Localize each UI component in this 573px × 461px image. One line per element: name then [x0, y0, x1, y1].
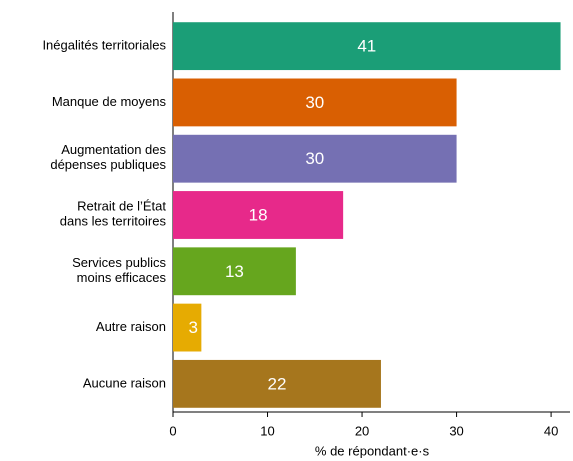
x-tick-label: 40	[544, 423, 558, 438]
y-tick-label: Inégalités territoriales	[42, 38, 166, 53]
y-tick-label: Autre raison	[96, 319, 166, 334]
value-label: 30	[305, 93, 324, 112]
value-label: 3	[188, 318, 197, 337]
bar	[173, 303, 202, 352]
x-tick-label: 30	[449, 423, 463, 438]
value-label: 41	[357, 37, 376, 56]
value-label: 13	[225, 262, 244, 281]
y-tick-label: Manque de moyens	[52, 94, 167, 109]
value-label: 30	[305, 149, 324, 168]
bar	[173, 78, 457, 127]
x-tick-label: 0	[169, 423, 176, 438]
bar	[173, 359, 381, 408]
y-tick-label: Aucune raison	[83, 375, 166, 390]
y-tick-label: Services publics moins efficaces	[72, 255, 166, 285]
x-axis-title: % de répondant·e·s	[315, 443, 430, 458]
value-label: 22	[268, 374, 287, 393]
value-label: 18	[249, 205, 268, 224]
x-tick-label: 20	[355, 423, 369, 438]
y-tick-label: Retrait de l’État dans les territoires	[60, 199, 167, 229]
bar	[173, 22, 561, 71]
bar	[173, 134, 457, 183]
bar	[173, 191, 344, 239]
y-tick-label: Augmentation des dépenses publiques	[50, 143, 166, 173]
bar	[173, 247, 296, 296]
x-tick-label: 10	[260, 423, 274, 438]
